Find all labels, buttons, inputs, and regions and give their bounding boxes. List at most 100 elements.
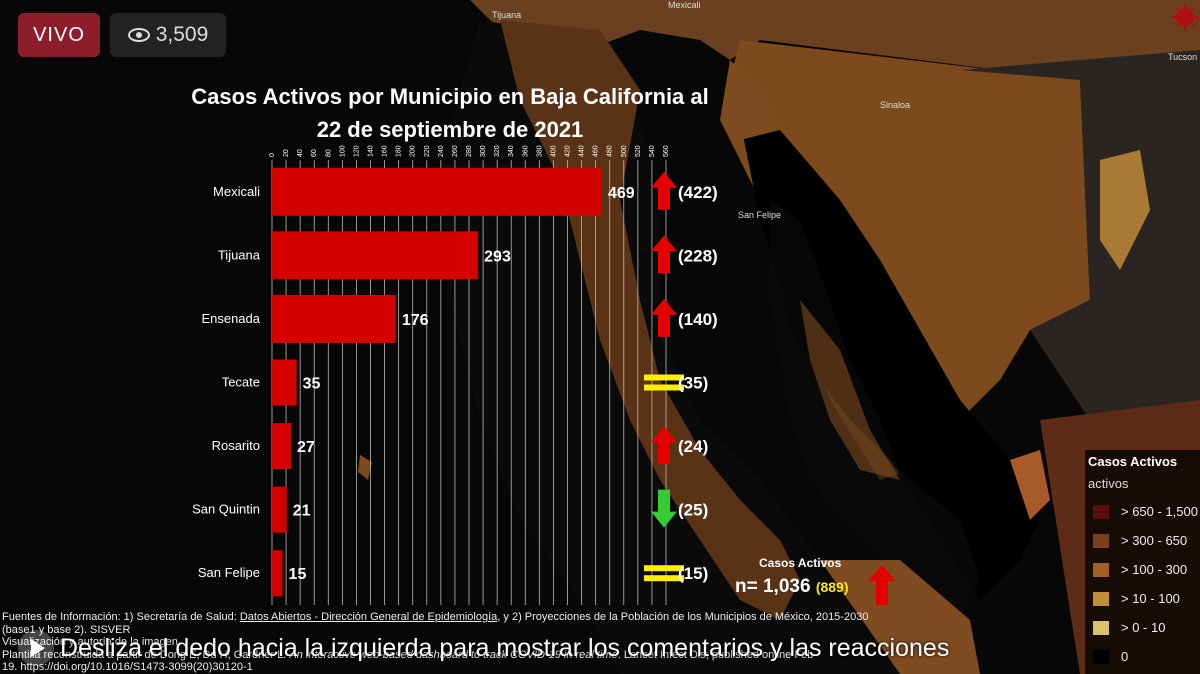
equal-sign-icon [644, 575, 684, 582]
category-label: Tijuana [218, 247, 261, 262]
previous-value-label: (228) [678, 246, 718, 265]
map-label: Sinaloa [880, 100, 911, 110]
up-arrow-icon [651, 171, 677, 210]
x-tick-label: 280 [466, 145, 473, 157]
legend-swatch [1093, 649, 1109, 664]
x-tick-label: 120 [353, 145, 360, 157]
total-cases-label: Casos Activos [759, 556, 842, 570]
legend-swatch [1093, 562, 1109, 577]
data-label: 21 [293, 503, 311, 520]
x-tick-label: 500 [621, 145, 628, 157]
category-label: Mexicali [213, 184, 260, 199]
view-count-badge: 3,509 [110, 13, 226, 57]
x-tick-label: 520 [635, 145, 642, 157]
x-tick-label: 240 [438, 145, 445, 157]
sources-line1b: , y 2) Proyecciones de la Población de l… [497, 611, 869, 623]
sources-line4-title: An interactive web-based dashboard to tr… [289, 648, 618, 661]
data-label: 293 [484, 248, 511, 265]
bar [272, 486, 287, 533]
virus-icon [1171, 3, 1199, 31]
sources-line5: 19. https://doi.org/10.1016/S1473-3099(2… [2, 661, 253, 673]
previous-value-label: (24) [678, 437, 708, 456]
data-label: 469 [608, 185, 635, 202]
chart-title: Casos Activos por Municipio en Baja Cali… [130, 80, 770, 146]
x-tick-label: 480 [607, 145, 614, 157]
legend-swatch [1093, 504, 1109, 519]
legend-item: > 650 - 1,500 [1085, 497, 1200, 526]
x-tick-label: 160 [382, 145, 389, 157]
data-label: 15 [289, 566, 307, 583]
legend-item: 0 [1085, 642, 1200, 671]
chart-title-line1: Casos Activos por Municipio en Baja Cali… [191, 84, 709, 109]
x-tick-label: 360 [522, 145, 529, 157]
x-tick-label: 340 [508, 145, 515, 157]
x-tick-label: 200 [410, 145, 417, 157]
legend-label: > 0 - 10 [1121, 620, 1166, 635]
x-tick-label: 20 [283, 149, 290, 157]
previous-value-label: (140) [678, 310, 718, 329]
sources-text: Fuentes de Información: 1) Secretaría de… [2, 611, 1082, 674]
bar [272, 550, 283, 597]
sources-line4b: . Lancet Infect Dis; published online Fe… [617, 648, 814, 661]
legend-item: > 100 - 300 [1085, 555, 1200, 584]
swipe-hint[interactable]: Desliza el dedo hacia la izquierda para … [18, 630, 1098, 666]
x-tick-label: 0 [269, 153, 276, 157]
bar [272, 294, 396, 343]
sources-line3: Visualización y autoría de la imagen [2, 636, 178, 648]
data-label: 35 [303, 376, 321, 393]
play-icon[interactable] [18, 630, 54, 666]
sources-link[interactable]: Datos Abiertos - Dirección General de Ep… [239, 611, 498, 623]
map-label: Mexicali [668, 0, 701, 10]
bar [272, 423, 291, 470]
legend-title: Casos Activos [1088, 454, 1178, 469]
previous-value-label: (25) [678, 501, 708, 520]
legend-label: > 650 - 1,500 [1121, 504, 1198, 519]
x-tick-label: 140 [368, 145, 375, 157]
x-tick-label: 400 [550, 145, 557, 157]
equal-sign-icon [644, 565, 684, 572]
legend-swatch [1093, 533, 1109, 548]
data-label: 176 [402, 312, 429, 329]
legend-swatch [1093, 591, 1109, 606]
category-label: San Quintin [192, 502, 260, 517]
bar [272, 231, 479, 280]
legend-item: > 0 - 10 [1085, 613, 1200, 642]
previous-value-label: (35) [678, 374, 708, 393]
total-cases-previous: (889) [815, 579, 849, 595]
up-arrow-icon [651, 235, 677, 274]
legend-label: 0 [1121, 649, 1129, 664]
bar [272, 167, 602, 216]
x-tick-label: 460 [593, 145, 600, 157]
map-label: Tijuana [492, 10, 522, 20]
legend-swatch [1093, 620, 1109, 635]
swipe-hint-text: Desliza el dedo hacia la izquierda para … [60, 633, 950, 662]
x-tick-label: 60 [311, 149, 318, 157]
x-tick-label: 560 [663, 145, 670, 157]
total-up-arrow-icon [868, 565, 896, 605]
category-label: San Felipe [198, 565, 260, 580]
x-tick-label: 300 [480, 145, 487, 157]
previous-value-label: (15) [678, 564, 708, 583]
map-label: Tucson [1168, 52, 1198, 62]
category-label: Rosarito [212, 438, 260, 453]
legend-subtitle: activos [1088, 476, 1129, 491]
category-label: Ensenada [201, 311, 260, 326]
x-tick-label: 40 [297, 149, 304, 157]
category-label: Tecate [222, 375, 260, 390]
map-label: San Felipe [738, 210, 782, 220]
sources-line4a: Plantilla reconstruida a partir de Dong … [2, 648, 290, 661]
total-cases: Casos Activos n= 1,036 (889) [735, 556, 915, 598]
up-arrow-icon [651, 426, 677, 465]
x-tick-label: 180 [396, 145, 403, 157]
legend-label: > 100 - 300 [1121, 562, 1188, 577]
down-arrow-icon [651, 489, 677, 528]
legend-label: > 300 - 650 [1121, 533, 1188, 548]
sources-line2: (base1 y base 2). SISVER [2, 623, 131, 636]
legend-item: > 10 - 100 [1085, 584, 1200, 613]
up-arrow-icon [651, 298, 677, 337]
x-tick-label: 440 [579, 145, 586, 157]
x-tick-label: 420 [565, 145, 572, 157]
chart-title-line2: 22 de septiembre de 2021 [316, 117, 584, 142]
equal-sign-icon [644, 374, 684, 381]
